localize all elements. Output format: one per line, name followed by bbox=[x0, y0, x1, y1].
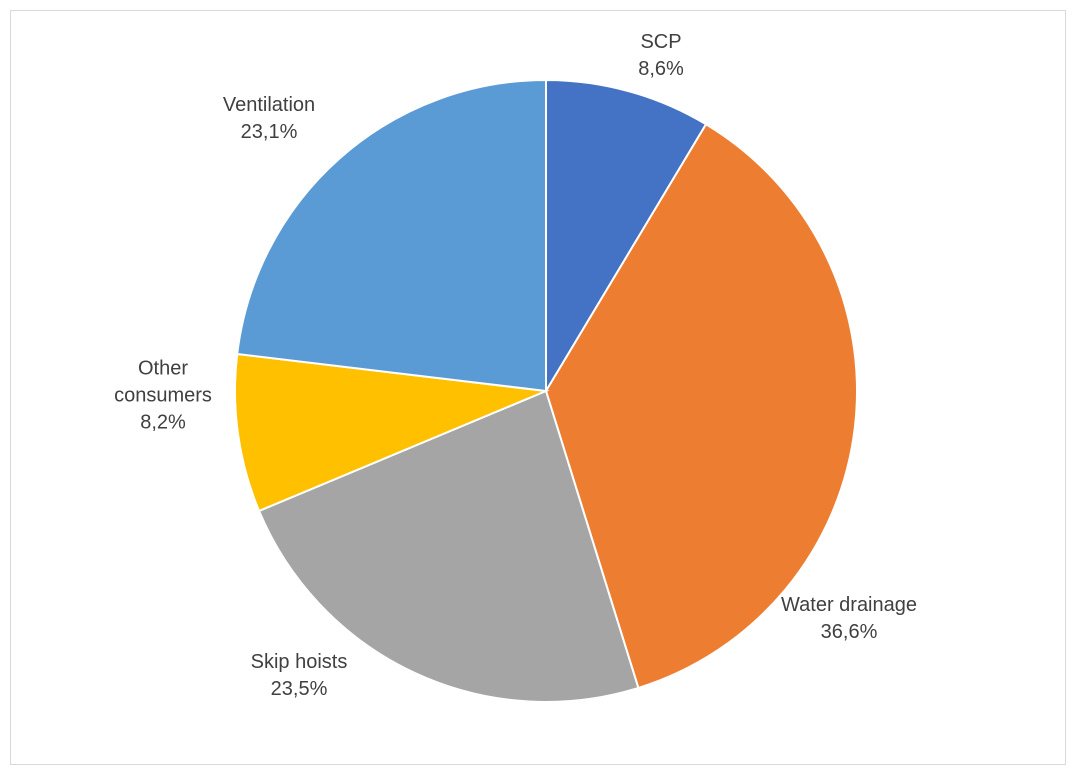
pie-slice-other-consumers[interactable] bbox=[234, 352, 550, 513]
slice-category-label: SCP bbox=[640, 31, 681, 53]
slice-value-label: 23,5% bbox=[271, 678, 328, 700]
slice-category-label: consumers bbox=[114, 384, 212, 406]
data-label-other-consumers: Other consumers 8,2% bbox=[114, 357, 212, 433]
data-label-ventilation: Ventilation 23,1% bbox=[223, 94, 315, 143]
data-label-scp: SCP 8,6% bbox=[638, 31, 684, 80]
slice-value-label: 8,6% bbox=[638, 58, 684, 80]
slice-category-label: Water drainage bbox=[781, 594, 917, 616]
pie-chart: SCP 8,6% Water drainage 36,6% Skip hoists 23,… bbox=[114, 31, 917, 703]
data-label-skip-hoists: Skip hoists 23,5% bbox=[251, 651, 348, 700]
slice-category-label: Skip hoists bbox=[251, 651, 348, 673]
pie-slices bbox=[234, 78, 858, 703]
slice-value-label: 36,6% bbox=[821, 621, 878, 643]
slice-value-label: 23,1% bbox=[241, 121, 298, 143]
pie-slice-water-drainage[interactable] bbox=[544, 122, 858, 690]
data-labels: SCP 8,6% Water drainage 36,6% Skip hoists 23,… bbox=[114, 31, 917, 700]
data-label-water-drainage: Water drainage 36,6% bbox=[781, 594, 917, 643]
pie-slice-skip-hoists[interactable] bbox=[257, 389, 640, 703]
slice-value-label: 8,2% bbox=[140, 411, 186, 433]
slice-category-label: Ventilation bbox=[223, 94, 315, 116]
chart-area: SCP 8,6% Water drainage 36,6% Skip hoists 23,… bbox=[10, 10, 1066, 765]
slice-category-label: Other bbox=[138, 357, 188, 379]
pie-slice-scp[interactable] bbox=[545, 78, 708, 395]
pie-slice-ventilation[interactable] bbox=[236, 78, 547, 393]
